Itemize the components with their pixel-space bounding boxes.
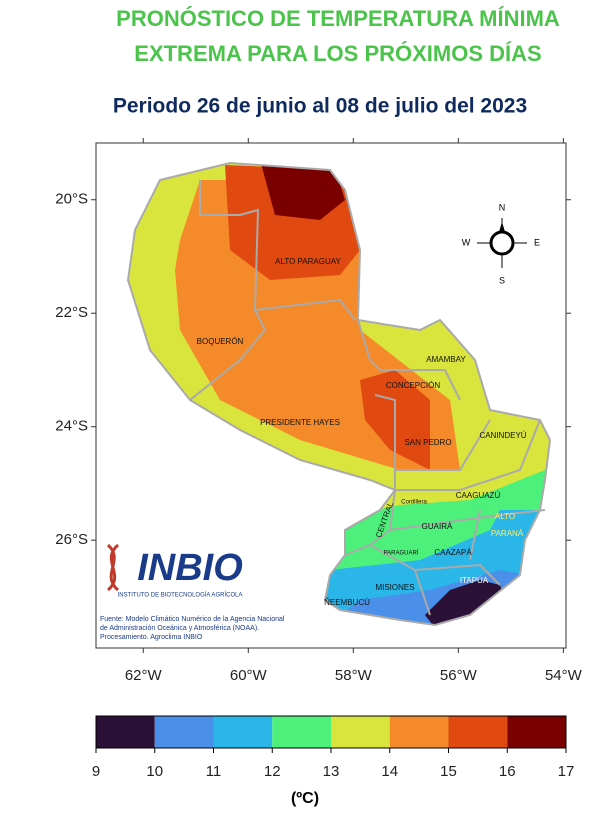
colorbar-segment (507, 716, 566, 748)
logo-name: INBIO (137, 547, 243, 589)
department-label: SAN PEDRO (404, 438, 451, 447)
colorbar-tick-label: 15 (440, 763, 457, 780)
colorbar-segment (331, 716, 390, 748)
department-label: CAAZAPÁ (434, 548, 472, 557)
logo-subtitle: INSTITUTO DE BIOTECNOLOGÍA AGRÍCOLA (118, 592, 243, 599)
colorbar-segment (272, 716, 331, 748)
department-label: ALTO (495, 512, 515, 521)
x-tick-label: 58°W (335, 667, 373, 684)
y-tick-label: 26°S (55, 531, 88, 548)
department-label: CANINDEYÚ (479, 431, 526, 440)
compass-label: W (462, 237, 471, 247)
colorbar-segment (213, 716, 273, 748)
department-label: ALTO PARAGUAY (275, 257, 341, 266)
x-tick-label: 60°W (230, 667, 268, 684)
colorbar-unit: (ºC) (291, 790, 319, 807)
colorbar-segment (389, 716, 449, 748)
y-tick-label: 22°S (55, 304, 88, 321)
department-label: Cordillera (401, 500, 427, 506)
compass-label: E (534, 237, 540, 247)
y-tick-label: 24°S (55, 418, 88, 435)
title: EXTREMA PARA LOS PRÓXIMOS DÍAS (134, 41, 541, 66)
department-label: BOQUERÓN (197, 337, 244, 346)
department-label: ÑEEMBUCÚ (324, 598, 370, 607)
colorbar-tick-label: 17 (558, 763, 575, 780)
source: Fuente: Modelo Climático Numérico de la … (100, 616, 285, 623)
department-label: GUAIRÁ (422, 522, 453, 531)
source: Procesamiento. Agroclima INBIO (100, 634, 203, 641)
colorbar-tick-label: 9 (92, 763, 100, 780)
department-label: PARAGUARÍ (384, 550, 419, 557)
department-label: MISIONES (375, 583, 414, 592)
title: PRONÓSTICO DE TEMPERATURA MÍNIMA (116, 6, 560, 31)
x-tick-label: 54°W (545, 667, 583, 684)
compass-label: N (499, 202, 506, 212)
x-tick-label: 56°W (440, 667, 478, 684)
logo: INBIO INSTITUTO DE BIOTECNOLOGÍA AGRÍCOL… (106, 543, 243, 599)
colorbar-tick-label: 13 (323, 763, 340, 780)
y-tick-label: 20°S (55, 191, 88, 208)
source: de Administración Oceánica y Atmosférica… (100, 625, 259, 632)
department-label: AMAMBAY (426, 355, 466, 364)
compass-label: S (499, 275, 505, 285)
department-label: ITAPÚA (460, 576, 489, 585)
x-tick-label: 62°W (125, 667, 163, 684)
period: Periodo 26 de junio al 08 de julio del 2… (113, 95, 527, 118)
colorbar-segment (448, 716, 508, 748)
colorbar-tick-label: 10 (146, 763, 163, 780)
colorbar-segment (154, 716, 214, 748)
borders (126, 161, 552, 627)
department-label: CONCEPCIÓN (386, 381, 440, 390)
department-label: PRESIDENTE HAYES (260, 418, 340, 427)
colorbar-tick-label: 16 (499, 763, 516, 780)
department-labels: ALTO PARAGUAY BOQUERÓN PRESIDENTE HAYES … (197, 257, 527, 607)
colorbar-segment (96, 716, 155, 748)
colorbar-tick-label: 12 (264, 763, 281, 780)
compass: N S E W (462, 202, 540, 285)
colorbar-tick-label: 11 (206, 763, 222, 780)
department-label: PARANÁ (491, 529, 524, 538)
colorbar-tick-label: 14 (381, 763, 398, 780)
department-label: CAAGUAZÚ (456, 491, 501, 500)
